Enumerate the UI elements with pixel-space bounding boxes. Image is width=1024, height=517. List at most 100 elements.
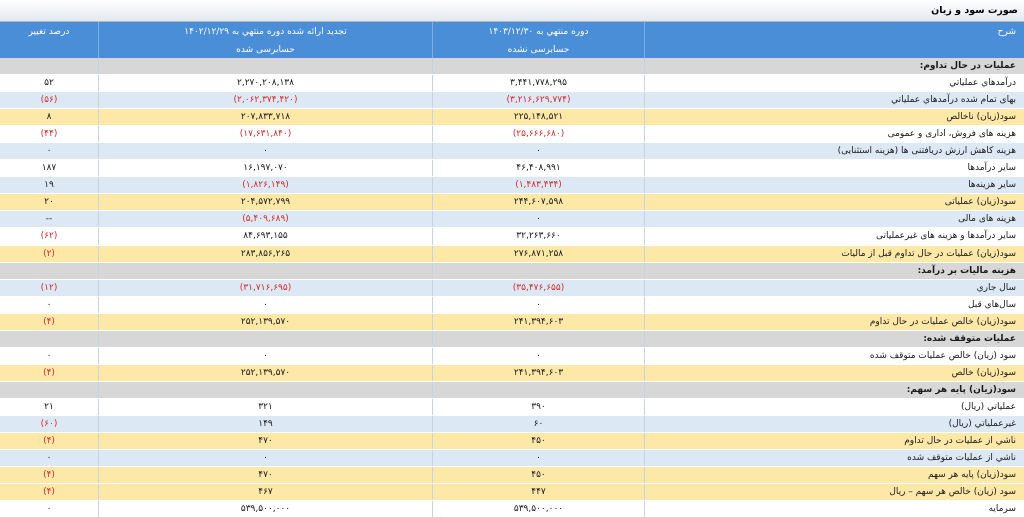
prior-period-value: ۴۶۷ bbox=[98, 484, 432, 501]
row-description: سود(زيان) عمليات در حال تداوم قبل از مال… bbox=[644, 245, 1024, 262]
current-period-value: ۰ bbox=[432, 296, 644, 313]
table-row: سال‌هاي قبل ۰ ۰ ۰ bbox=[0, 296, 1024, 314]
current-period-value: ۳,۴۴۱,۷۷۸,۲۹۵ bbox=[432, 75, 644, 92]
row-description: بهاى تمام شده درآمدهاي عملياتي bbox=[644, 92, 1024, 109]
percent-change-value: (۶۲) bbox=[40, 231, 58, 242]
table-header-row-1: شرح دوره منتهي به ۱۴۰۳/۱۲/۳۰ تجدید ارائه… bbox=[0, 22, 1024, 41]
prior-period-value bbox=[98, 58, 432, 75]
current-period-value: ۶۰ bbox=[432, 415, 644, 433]
prior-period-value: (۳۱,۷۱۶,۶۹۵) bbox=[98, 279, 432, 296]
prior-period-value: ۵۳۹,۵۰۰,۰۰۰ bbox=[98, 501, 432, 517]
header-current-period: دوره منتهي به ۱۴۰۳/۱۲/۳۰ bbox=[432, 22, 644, 41]
percent-change-value: (۶۰) bbox=[40, 419, 58, 429]
percent-change-value bbox=[0, 331, 98, 347]
header-description: شرح bbox=[644, 22, 1024, 41]
percent-change-value: ۸ bbox=[46, 112, 52, 123]
table-row: سود (زيان) خالص هر سهم – ريال ۴۴۷ ۴۶۷ (۴) bbox=[0, 484, 1024, 502]
current-period-value bbox=[432, 262, 644, 279]
row-description: سود(زيان) ناخالص bbox=[644, 109, 1024, 126]
row-description: سایر هزینه‌ها bbox=[644, 177, 1024, 194]
current-period-value: ۵۳۹,۵۰۰,۰۰۰ bbox=[432, 501, 644, 517]
table-row: ساير درآمدها ۴۶,۴۰۸,۹۹۱ ۱۶,۱۹۷,۰۷۰ ۱۸۷ bbox=[0, 160, 1024, 178]
header-description-empty bbox=[644, 41, 1024, 58]
current-period-value: (۱,۴۸۳,۴۳۴) bbox=[432, 177, 644, 194]
prior-period-value: ۱۴۹ bbox=[98, 415, 432, 433]
percent-change-value: ۰ bbox=[46, 504, 52, 515]
table-body: عملیات در حال تداوم: درآمدهاي عملياتي ۳,۴۴… bbox=[0, 58, 1024, 517]
percent-change-value: ۲۰ bbox=[44, 197, 54, 208]
table-row: عملياتي (ريال) ۳۹۰ ۳۲۱ ۲۱ bbox=[0, 398, 1024, 416]
table-row: ناشي از عمليات در حال تداوم ۴۵۰ ۴۷۰ (۴) bbox=[0, 433, 1024, 451]
table-row: سود(زيان) عمليات در حال تداوم قبل از مال… bbox=[0, 245, 1024, 263]
percent-change-value: (۴) bbox=[43, 470, 55, 481]
row-description: سال‌هاي قبل bbox=[644, 296, 1024, 313]
prior-period-value: ۲۰۴,۵۷۲,۷۹۹ bbox=[98, 194, 432, 211]
prior-period-value bbox=[98, 262, 432, 279]
table-row: بهاى تمام شده درآمدهاي عملياتي (۳,۲۱۶,۶۲۹… bbox=[0, 92, 1024, 110]
percent-change-value: ۰ bbox=[46, 453, 52, 464]
percent-change-value: (۵۶) bbox=[40, 95, 58, 106]
row-description: هزينه هاى مالى bbox=[644, 211, 1024, 228]
row-description: سال جاري bbox=[644, 279, 1024, 296]
current-period-value: (۲۵,۶۶۶,۶۸۰) bbox=[432, 126, 644, 143]
prior-period-value: ۰ bbox=[98, 450, 432, 467]
header-percent-change: درصد تغيير bbox=[28, 26, 70, 37]
current-period-value: ۴۵۰ bbox=[432, 433, 644, 450]
current-period-value: ۲۴۱,۳۹۴,۶۰۳ bbox=[432, 364, 644, 381]
section-header-row: هزينه ماليات بر درآمد: bbox=[0, 262, 1024, 280]
prior-period-value bbox=[98, 330, 432, 347]
row-description: ناشي از عمليات در حال تداوم bbox=[644, 433, 1024, 450]
row-description: سود (زيان) خالص هر سهم – ريال bbox=[644, 484, 1024, 501]
prior-period-value: ۱۶,۱۹۷,۰۷۰ bbox=[98, 160, 432, 177]
percent-change-value: ۰ bbox=[46, 146, 52, 157]
row-description: ساير درآمدها و هزينه هاى غيرعملياتى bbox=[644, 228, 1024, 245]
row-description: سود(زيان) خالص عمليات در حال تداوم bbox=[644, 313, 1024, 330]
current-period-value: ۴۶,۴۰۸,۹۹۱ bbox=[432, 160, 644, 177]
current-period-value: (۳,۲۱۶,۶۲۹,۷۷۴) bbox=[432, 92, 644, 109]
table-row: سود(زيان) پايه هر سهم ۴۵۰ ۴۷۰ (۴) bbox=[0, 467, 1024, 485]
prior-period-value: ۲۵۲,۱۳۹,۵۷۰ bbox=[98, 364, 432, 381]
current-period-value bbox=[432, 381, 644, 398]
percent-change-value: ۵۲ bbox=[44, 78, 54, 89]
prior-period-value: ۰ bbox=[98, 143, 432, 160]
table-row: سود(زيان) عملياتى ۲۴۴,۶۰۷,۵۹۸ ۲۰۴,۵۷۲,۷۹۹ ۲… bbox=[0, 194, 1024, 212]
row-description: سود(زيان) پايه هر سهم bbox=[644, 467, 1024, 484]
header-prior-period: تجدید ارائه شده دوره منتهي به ۱۴۰۲/۱۲/۲۹ bbox=[98, 22, 432, 41]
current-period-value bbox=[432, 330, 644, 347]
current-period-value: ۲۴۱,۳۹۴,۶۰۳ bbox=[432, 313, 644, 330]
percent-change-value bbox=[0, 58, 98, 74]
table-row: سود (زيان) خالص عمليات متوقف شده ۰ ۰ ۰ bbox=[0, 347, 1024, 365]
row-description: سود(زيان) عملياتى bbox=[644, 194, 1024, 211]
current-period-value: ۰ bbox=[432, 143, 644, 160]
current-period-value: ۴۴۷ bbox=[432, 484, 644, 501]
header-current-audit-status: حسابرسی نشده bbox=[432, 41, 644, 58]
table-row: هزینه کاهش ارزش دریافتنی ها (هزینه استثن… bbox=[0, 143, 1024, 161]
row-description: ناشي از عمليات متوقف شده bbox=[644, 450, 1024, 467]
prior-period-value: ۲۰۷,۸۳۳,۷۱۸ bbox=[98, 109, 432, 126]
row-description: هزينه ماليات بر درآمد: bbox=[644, 262, 1024, 279]
table-row: ناشي از عمليات متوقف شده ۰ ۰ ۰ bbox=[0, 450, 1024, 468]
percent-change-value: (۴) bbox=[43, 487, 55, 498]
current-period-value: ۳۲,۲۶۳,۶۶۰ bbox=[432, 228, 644, 245]
table-row: غيرعملياتي (ريال) ۶۰ ۱۴۹ (۶۰) bbox=[0, 415, 1024, 434]
prior-period-value: ۰ bbox=[98, 296, 432, 313]
prior-period-value: ۰ bbox=[98, 347, 432, 364]
prior-period-value: ۳۲۱ bbox=[98, 398, 432, 415]
percent-change-value: (۴) bbox=[43, 316, 55, 327]
prior-period-value: ۲۸۳,۸۵۶,۲۶۵ bbox=[98, 245, 432, 262]
percent-change-value: (۴) bbox=[43, 367, 55, 378]
percent-change-value: (۴۴) bbox=[40, 129, 58, 140]
prior-period-value: ۴۷۰ bbox=[98, 433, 432, 450]
percent-change-value bbox=[0, 382, 98, 398]
percent-change-value: ۲۱ bbox=[44, 401, 54, 412]
row-description: سود(زيان) پايه هر سهم: bbox=[644, 381, 1024, 398]
table-row: سرمايه ۵۳۹,۵۰۰,۰۰۰ ۵۳۹,۵۰۰,۰۰۰ ۰ bbox=[0, 501, 1024, 517]
table-row: سود(زيان) خالص عمليات در حال تداوم ۲۴۱,۳۹… bbox=[0, 313, 1024, 331]
percent-change-value: (۲) bbox=[43, 248, 55, 259]
row-description: سرمايه bbox=[644, 501, 1024, 517]
current-period-value: ۰ bbox=[432, 450, 644, 467]
row-description: هزينه هاى فروش، ادارى و عمومى bbox=[644, 126, 1024, 143]
section-header-row: سود(زيان) پايه هر سهم: bbox=[0, 381, 1024, 399]
prior-period-value: (۱۷,۶۳۱,۸۴۰) bbox=[98, 126, 432, 143]
